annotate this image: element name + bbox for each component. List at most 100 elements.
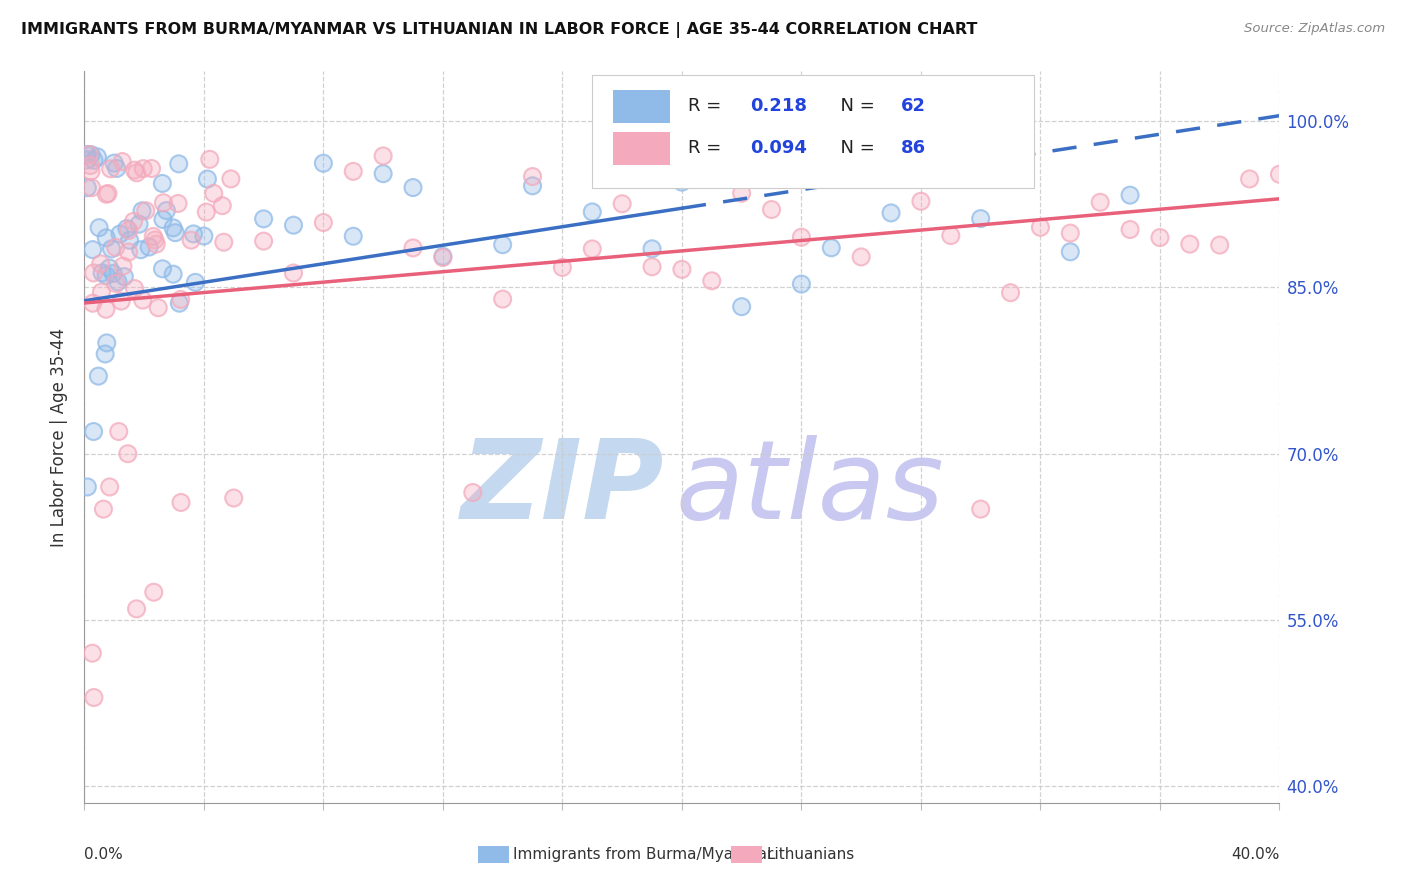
Point <box>165 226 187 240</box>
Point <box>82 646 104 660</box>
Point <box>939 228 962 243</box>
Point <box>122 214 145 228</box>
Point <box>117 245 139 260</box>
Point <box>94 347 117 361</box>
Point <box>104 277 127 291</box>
Point <box>253 211 276 226</box>
Point <box>183 227 205 241</box>
Point <box>195 205 218 219</box>
Point <box>522 178 544 193</box>
Point <box>96 231 118 245</box>
Point <box>581 242 603 256</box>
Point <box>135 203 157 218</box>
Point <box>671 175 693 189</box>
Point <box>880 206 903 220</box>
Point <box>105 161 128 176</box>
Text: 40.0%: 40.0% <box>1232 847 1279 862</box>
Point <box>581 205 603 219</box>
Point <box>94 302 117 317</box>
Point <box>108 227 131 241</box>
Point <box>167 157 190 171</box>
Point <box>150 177 173 191</box>
Point <box>118 233 141 247</box>
Point <box>283 218 305 232</box>
Point <box>118 223 141 237</box>
Text: ZIP: ZIP <box>461 434 664 541</box>
Point <box>432 251 454 265</box>
Point <box>97 186 120 201</box>
Point <box>1090 195 1112 210</box>
Point <box>82 296 104 310</box>
Point <box>402 241 425 255</box>
Point <box>522 169 544 184</box>
Point <box>1149 230 1171 244</box>
Point <box>1059 226 1081 240</box>
Point <box>111 259 134 273</box>
Point <box>108 227 131 241</box>
Point <box>94 347 117 361</box>
Point <box>180 233 202 247</box>
Text: 0.218: 0.218 <box>749 97 807 115</box>
Point <box>671 262 693 277</box>
Point <box>202 186 225 201</box>
Point <box>183 227 205 241</box>
Point <box>80 164 103 178</box>
Text: R =: R = <box>688 97 727 115</box>
Point <box>371 149 394 163</box>
Text: 62: 62 <box>901 97 925 115</box>
Point <box>170 495 193 509</box>
Point <box>219 172 242 186</box>
Point <box>731 300 754 314</box>
Point <box>125 602 148 616</box>
Point <box>132 161 155 176</box>
Point <box>1149 230 1171 244</box>
Point <box>122 214 145 228</box>
Point <box>90 257 112 271</box>
Point <box>253 234 276 248</box>
Point <box>880 168 903 182</box>
Point <box>132 293 155 307</box>
Point <box>76 480 98 494</box>
Point <box>98 480 121 494</box>
Point <box>76 153 98 167</box>
Point <box>141 161 163 176</box>
Point <box>98 260 121 275</box>
Point <box>1059 244 1081 259</box>
Point <box>1059 244 1081 259</box>
Point <box>82 243 104 257</box>
Point <box>110 294 132 309</box>
Point <box>253 234 276 248</box>
Point <box>152 261 174 276</box>
Point <box>1119 222 1142 236</box>
Point <box>212 235 235 250</box>
Point <box>101 267 124 281</box>
Point <box>79 159 101 173</box>
Point <box>1268 167 1291 181</box>
Point <box>1119 188 1142 202</box>
Point <box>970 211 993 226</box>
Point <box>312 215 335 229</box>
Point <box>124 163 146 178</box>
Point <box>124 281 146 295</box>
Point <box>169 296 191 310</box>
Point <box>371 149 394 163</box>
Point <box>82 646 104 660</box>
Point <box>197 172 219 186</box>
Point <box>461 485 484 500</box>
Point <box>700 274 723 288</box>
Point <box>790 277 813 291</box>
Point <box>170 495 193 509</box>
Point <box>80 147 103 161</box>
Point <box>90 285 112 299</box>
Point <box>83 153 105 168</box>
Point <box>83 266 105 280</box>
Point <box>198 153 221 167</box>
Point <box>83 153 105 168</box>
Point <box>101 267 124 281</box>
Point <box>212 235 235 250</box>
Point <box>731 186 754 201</box>
Point <box>96 187 118 202</box>
Point <box>152 195 174 210</box>
Point <box>152 195 174 210</box>
Point <box>195 205 218 219</box>
